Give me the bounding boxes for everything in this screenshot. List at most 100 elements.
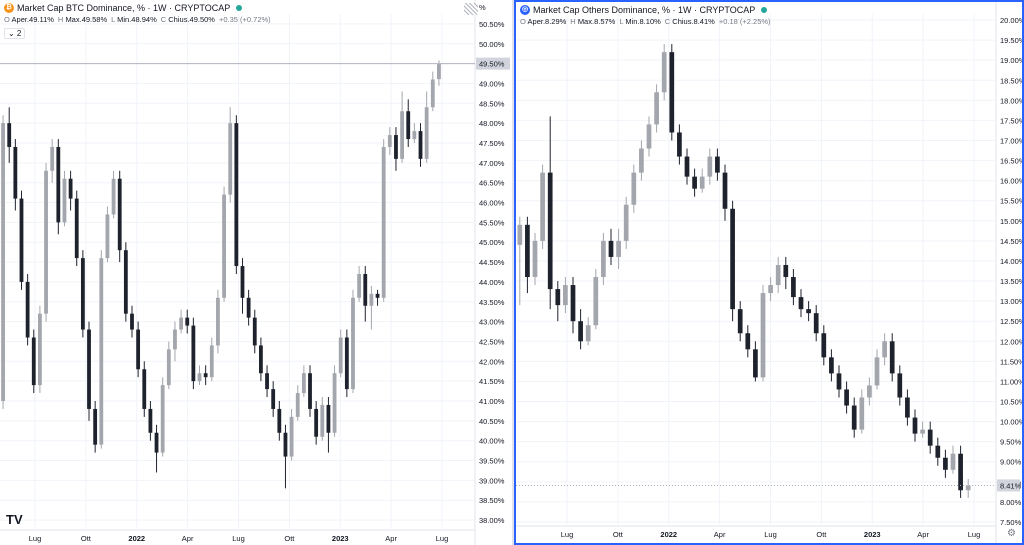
chart-pattern-icon[interactable] [464,3,478,15]
settings-gear-icon[interactable]: ⚙ [1007,528,1016,539]
btc-candle-body [154,432,159,453]
others-y-tick-label: 13.50% [1000,277,1022,286]
tradingview-logo[interactable]: TV [6,512,23,527]
others-candle-body [699,176,705,189]
btc-candle-body [62,178,67,223]
others-x-tick-label: 2023 [864,530,881,539]
others-candle-body [737,309,743,334]
others-candle-body [745,333,751,350]
btc-y-tick-label: 50.50% [479,20,505,29]
btc-y-tick-label: 47.50% [479,139,505,148]
others-candle-body [563,285,568,306]
others-candle-body [965,485,971,491]
others-candle-body [806,309,811,314]
btc-candle-body [412,131,417,140]
btc-y-tick-label: 42.00% [479,357,505,366]
others-candle-body [669,52,675,133]
btc-y-tick-label: 41.00% [479,397,505,406]
others-candle-body [798,297,804,310]
others-candle-body [905,397,910,418]
btc-candle-body [406,111,411,140]
btc-y-tick-label: 45.00% [479,238,505,247]
btc-candle-body [111,178,116,215]
others-x-tick-label: Apr [917,530,929,539]
btc-candle-body [80,258,85,330]
others-x-tick-label: Ott [816,530,827,539]
btc-dominance-pane[interactable]: 50.50% 50.00% 49.50% 49.00% 48.50% 48.00% 47.5… [0,0,512,545]
others-candle-body [836,373,842,390]
btc-candle-body [418,131,423,159]
btc-candle-body [228,123,233,195]
btc-candle-body [148,408,153,433]
btc-candle-body [289,416,294,457]
btc-candle-body [246,297,251,318]
btc-y-tick-label: 40.00% [479,437,505,446]
others-dominance-chart[interactable]: 20.00% 19.50% 19.00% 18.50% 18.00% 17.50% 17.0… [516,2,1022,543]
btc-chart-title[interactable]: Market Cap BTC Dominance, % · 1W · CRYPT… [17,3,231,13]
others-candle-body [775,264,781,286]
others-candle-body [912,417,918,434]
others-y-tick-label: 19.00% [1000,56,1022,65]
btc-candle-body [357,273,362,298]
others-candle-body [547,172,553,290]
others-y-tick-label: 12.50% [1000,317,1022,326]
btc-candle-body [240,266,245,298]
btc-coin-icon: ₿ [4,3,14,13]
btc-candle-body [363,273,368,306]
pane-divider[interactable] [512,0,514,545]
others-chart-title[interactable]: Market Cap Others Dominance, % · 1W · CR… [533,5,756,15]
others-candle-body [791,277,796,298]
others-y-tick-label: 13.00% [1000,297,1022,306]
btc-candle-body [136,329,141,370]
btc-candle-body [68,178,73,199]
btc-candle-body [308,373,312,409]
btc-candle-body [99,258,104,445]
btc-y-tick-label: 43.50% [479,298,505,307]
btc-candle-body [375,293,380,298]
btc-candle-body [222,194,226,298]
btc-candle-body [142,369,147,409]
others-candle-body [950,453,956,470]
others-candle-body [844,389,849,406]
btc-y-tick-label: 50.00% [479,40,505,49]
others-candle-body [570,285,576,322]
btc-y-tick-label: 39.50% [479,457,505,466]
btc-ohlc: O Aper.49.11% H Max.49.58% L Min.48.94% … [4,15,271,24]
others-candle-body [661,52,667,93]
btc-y-tick-label: 43.00% [479,318,505,327]
btc-x-tick-label: Lug [29,534,42,543]
btc-candle-body [430,79,435,108]
others-y-tick-label: 19.50% [1000,36,1022,45]
btc-candle-body [351,297,355,390]
btc-candle-body [179,317,184,330]
btc-legend: ₿ Market Cap BTC Dominance, % · 1W · CRY… [4,3,271,24]
btc-y-unit-label: % [479,3,486,12]
btc-candle-body [19,198,24,282]
btc-candle-body [381,146,386,298]
btc-candle-body [387,135,392,147]
market-status-dot-icon [761,7,768,13]
btc-last-price-label: 49.50% [479,60,505,69]
btc-y-tick-label: 48.50% [479,99,505,108]
btc-candle-body [44,170,48,314]
others-candle-body [715,156,720,173]
btc-candle-body [295,393,300,417]
btc-dominance-chart[interactable]: 50.50% 50.00% 49.50% 49.00% 48.50% 48.00% 47.5… [0,0,512,545]
others-y-tick-label: 14.00% [1000,257,1022,266]
others-candle-body [540,172,545,241]
btc-candle-body [31,337,36,386]
others-y-tick-label: 18.00% [1000,96,1022,105]
others-x-tick-label: Ott [613,530,624,539]
btc-candle-body [258,345,263,374]
btc-candle-body [117,178,122,251]
others-candle-body [753,349,758,378]
btc-candle-body [191,325,196,382]
btc-candle-body [93,408,98,445]
btc-y-tick-label: 38.50% [479,496,505,505]
collapse-indicators-button[interactable]: ⌄ 2 [4,28,26,39]
btc-x-tick-label: Ott [81,534,92,543]
others-dominance-pane[interactable]: 20.00% 19.50% 19.00% 18.50% 18.00% 17.50% 17.0… [514,0,1024,545]
btc-candle-body [437,63,441,80]
others-candle-body [585,325,591,342]
others-candle-body [578,321,583,342]
